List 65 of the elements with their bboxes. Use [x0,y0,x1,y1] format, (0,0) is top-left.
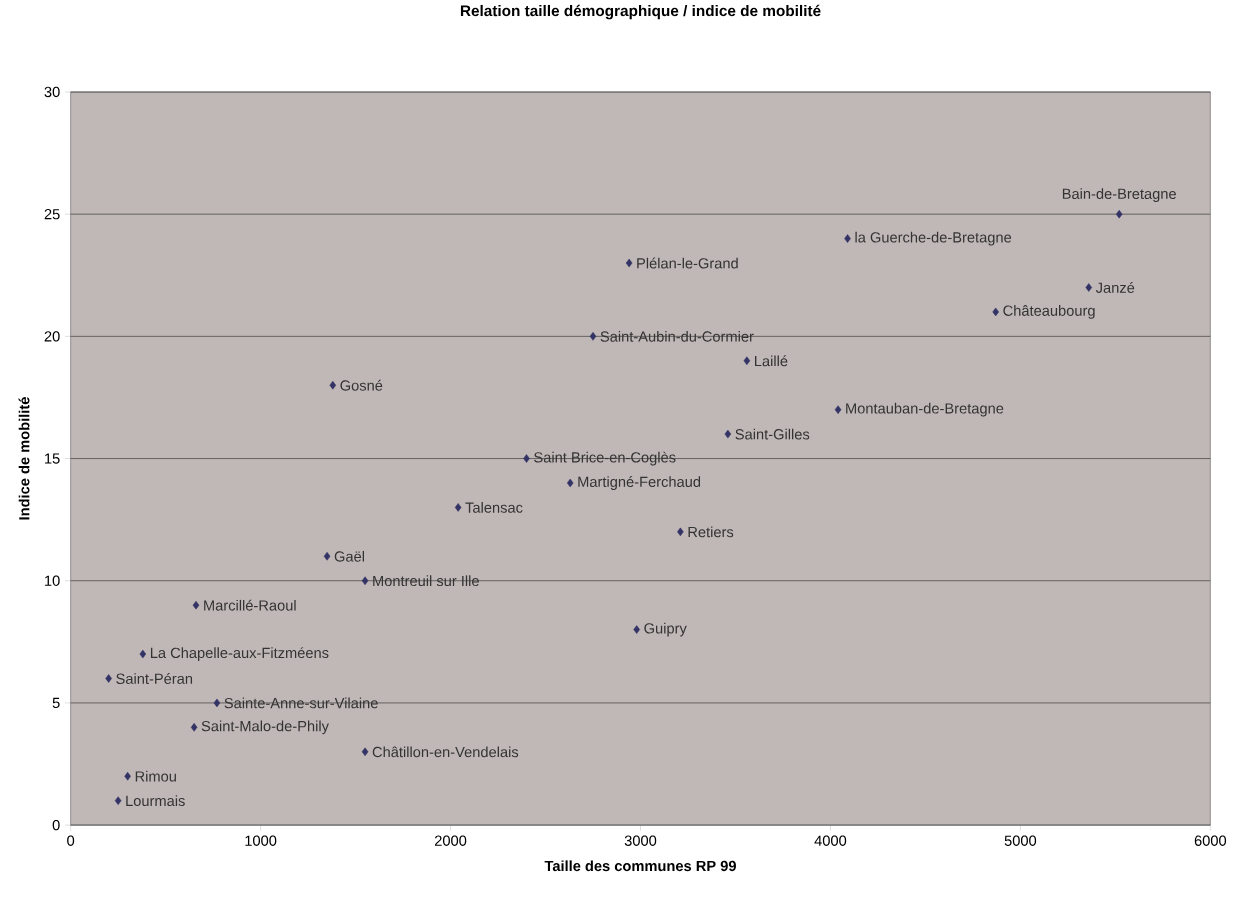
x-tick-label: 3000 [624,835,657,846]
point [677,527,684,537]
point [139,649,147,659]
x-axis-title: Taille des communes RP 99 [544,860,736,872]
annotation: Talensac [465,501,523,513]
point [625,258,633,268]
point [114,796,122,805]
x-tick-label: 2000 [434,835,467,846]
point [1085,283,1093,292]
point [213,698,221,708]
x-tick-label: 1000 [245,835,277,846]
annotation: Châteaubourg [1003,305,1095,319]
point [454,503,462,512]
point [190,723,198,732]
point [589,332,597,341]
y-tick-label: 5 [52,697,60,708]
annotation: Montreuil sur Ille [373,575,479,587]
x-tick-label: 0 [67,835,75,846]
annotation: Retiers [688,526,734,538]
point [323,551,331,561]
annotation: Rimou [135,770,176,782]
point [834,405,842,414]
annotation: Châtillon-en-Vendelais [372,746,519,758]
annotation: Gaël [334,550,365,562]
x-tick-label: 5000 [1004,835,1037,846]
y-tick-label: 15 [45,453,60,464]
point [724,429,732,439]
annotation: Saint-Gilles [735,428,810,440]
annotation: Montauban-de-Bretagne [846,402,1004,417]
point [633,625,640,634]
annotation: Lourmais [126,795,185,807]
annotation: Guipry [644,622,687,637]
annotation: Martigné-Ferchaud [578,476,701,490]
point [743,356,751,366]
annotation: Janzé [1095,281,1135,293]
x-tick-label: 4000 [814,835,847,846]
y-tick-label: 30 [44,86,60,98]
annotation: La Chapelle-aux-Fitzméens [150,647,329,661]
annotation: la Guerche-de-Bretagne [855,231,1012,246]
y-tick-label: 20 [44,331,60,342]
chart-title: Relation taille démographique / indice de mobilité [460,4,821,20]
point [992,307,999,317]
annotation: Marcillé-Raoul [204,599,296,611]
point [329,380,337,390]
point [361,747,369,757]
point [523,454,530,463]
point [124,771,131,781]
point [844,234,851,243]
y-tick-label: 25 [44,208,60,220]
point [192,600,200,610]
annotation: Gosné [340,379,383,391]
annotation: Saint-Malo-de-Phily [201,720,329,735]
point [105,674,112,683]
point [361,576,369,585]
y-axis-title: Indice de mobilité [18,397,30,520]
annotation: Laillé [755,355,788,367]
y-tick-label: 10 [45,575,60,586]
annotation: Bain-de-Bretagne [1062,188,1176,202]
point [1115,209,1123,219]
annotation: Saint-Péran [116,672,193,684]
annotation: Sainte-Anne-sur-Vilaine [224,697,378,709]
x-tick-label: 6000 [1194,835,1227,846]
annotation: Plélan-le-Grand [637,257,738,269]
y-tick-label: 0 [52,819,60,831]
point [566,478,574,488]
